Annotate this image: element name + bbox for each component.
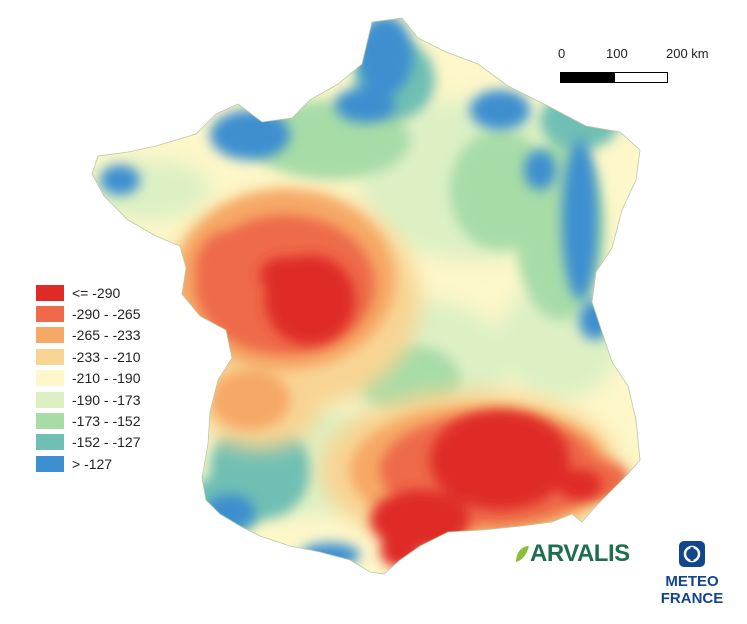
legend-label: -210 - -190 (72, 370, 141, 387)
legend-swatch (36, 391, 64, 408)
scale-segment-black (560, 72, 614, 83)
scale-segment-white (614, 72, 668, 83)
scale-bar: 0 100 200 km (558, 46, 718, 86)
meteo-france-emblem-icon (679, 541, 705, 567)
legend-label: -265 - -233 (72, 327, 141, 344)
legend-swatch (36, 284, 64, 301)
arvalis-logo: ARVALIS (514, 540, 630, 568)
legend-label: <= -290 (72, 284, 121, 301)
legend-label: -290 - -265 (72, 306, 141, 323)
legend-label: -190 - -173 (72, 391, 141, 408)
meteo-line-1: METEO (665, 573, 719, 590)
legend-swatch (36, 306, 64, 323)
legend: <= -290 -290 - -265 -265 - -233 -233 - -… (36, 282, 140, 475)
arvalis-logo-text: ARVALIS (530, 540, 630, 567)
legend-label: -152 - -127 (72, 434, 141, 451)
legend-item: -265 - -233 (36, 325, 140, 346)
legend-label: > -127 (72, 455, 113, 472)
legend-swatch (36, 413, 64, 430)
arvalis-leaf-icon (516, 546, 529, 562)
scale-label-200: 200 km (666, 46, 709, 61)
legend-item: -210 - -190 (36, 368, 140, 389)
legend-swatch (36, 370, 64, 387)
legend-swatch (36, 348, 64, 365)
legend-label: -173 - -152 (72, 413, 141, 430)
scale-label-100: 100 (606, 46, 628, 61)
legend-item: -173 - -152 (36, 410, 140, 431)
legend-item: -152 - -127 (36, 432, 140, 453)
meteo-line-2: FRANCE (660, 590, 724, 607)
legend-item: -233 - -210 (36, 346, 140, 367)
legend-item: -190 - -173 (36, 389, 140, 410)
legend-item: <= -290 (36, 282, 140, 303)
legend-label: -233 - -210 (72, 348, 141, 365)
scale-label-0: 0 (558, 46, 566, 61)
legend-swatch (36, 434, 64, 451)
legend-item: > -127 (36, 453, 140, 474)
legend-item: -290 - -265 (36, 303, 140, 324)
meteo-france-logo: METEO FRANCE (652, 540, 732, 607)
legend-swatch (36, 455, 64, 472)
legend-swatch (36, 327, 64, 344)
